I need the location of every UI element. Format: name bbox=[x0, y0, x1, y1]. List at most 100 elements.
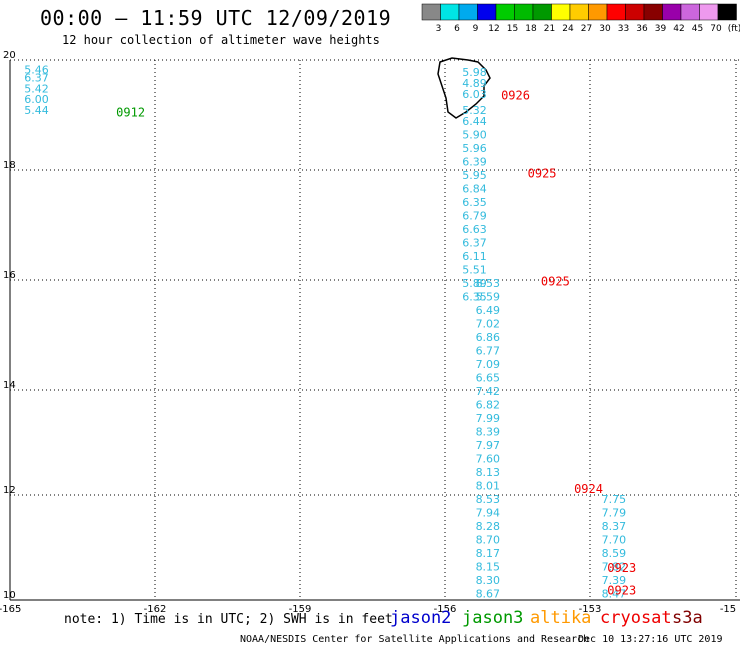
wave-height-point: 7.79 bbox=[602, 506, 627, 519]
wave-height-point: 8.13 bbox=[476, 466, 501, 479]
wave-height-point: 6.35 bbox=[462, 290, 487, 303]
pass-time-label: 0924 bbox=[574, 482, 603, 496]
y-tick-label: 10 bbox=[3, 590, 16, 601]
wave-height-point: 7.70 bbox=[602, 533, 627, 546]
color-scale-swatch bbox=[662, 3, 682, 21]
wave-height-point: 6.82 bbox=[476, 398, 501, 411]
color-scale-swatch bbox=[514, 3, 534, 21]
wave-height-point: 6.86 bbox=[476, 331, 501, 344]
x-tick-label: -15 bbox=[720, 604, 736, 615]
color-scale-label: 30 bbox=[599, 24, 611, 34]
wave-height-point: 7.94 bbox=[476, 506, 501, 519]
wave-height-point: 6.65 bbox=[476, 371, 501, 384]
wave-height-point: 6.63 bbox=[462, 223, 487, 236]
wave-height-point: 6.49 bbox=[476, 304, 501, 317]
wave-height-point: 7.99 bbox=[476, 412, 501, 425]
wave-height-point: 8.37 bbox=[602, 520, 627, 533]
color-scale-swatch bbox=[699, 3, 719, 21]
color-scale-label: 36 bbox=[636, 24, 648, 34]
wave-height-point: 7.97 bbox=[476, 439, 501, 452]
color-scale-label: 33 bbox=[618, 24, 629, 34]
pass-time-label: 0923 bbox=[607, 561, 636, 575]
y-tick-label: 14 bbox=[3, 380, 16, 391]
wave-height-point: 8.47 bbox=[602, 587, 627, 600]
color-scale-label: 3 bbox=[436, 24, 442, 34]
y-tick-label: 12 bbox=[3, 485, 16, 496]
wave-height-point: 6.00 bbox=[24, 93, 49, 106]
wave-height-point: 6.84 bbox=[462, 182, 487, 195]
wave-height-point: 7.60 bbox=[476, 452, 501, 465]
generated-timestamp: Dec 10 13:27:16 UTC 2019 bbox=[578, 634, 723, 645]
wave-height-point: 6.77 bbox=[476, 344, 501, 357]
legend-altika: altika bbox=[530, 608, 592, 628]
color-scale-swatch bbox=[477, 3, 497, 21]
color-scale-label: (ft) bbox=[728, 24, 740, 34]
pass-time-label: 0926 bbox=[501, 88, 530, 102]
wave-height-point: 7.02 bbox=[476, 317, 501, 330]
wave-height-point: 6.11 bbox=[462, 250, 487, 263]
wave-height-point: 6.35 bbox=[462, 196, 487, 209]
wave-height-point: 8.70 bbox=[476, 533, 501, 546]
pass-time-label: 0925 bbox=[528, 167, 557, 181]
y-tick-label: 18 bbox=[3, 160, 16, 171]
wave-height-point: 5.89 bbox=[462, 277, 487, 290]
color-scale-label: 6 bbox=[454, 24, 460, 34]
wave-height-point: 8.39 bbox=[476, 425, 501, 438]
wave-height-point: 8.28 bbox=[476, 520, 501, 533]
wave-height-point: 7.09 bbox=[476, 358, 501, 371]
x-tick-label: -162 bbox=[144, 604, 167, 615]
color-scale-label: 24 bbox=[562, 24, 574, 34]
wave-height-point: 5.90 bbox=[462, 128, 487, 141]
wave-height-point: 6.37 bbox=[462, 236, 487, 249]
pass-time-label: 0912 bbox=[116, 106, 145, 120]
wave-height-point: 5.42 bbox=[24, 82, 49, 95]
wave-height-point: 5.44 bbox=[24, 104, 49, 117]
color-scale-label: 39 bbox=[655, 24, 667, 34]
color-scale-swatch bbox=[421, 3, 441, 21]
wave-height-point: 6.44 bbox=[462, 115, 487, 128]
color-scale-label: 15 bbox=[507, 24, 518, 34]
wave-height-point: 4.89 bbox=[462, 77, 487, 90]
color-scale-label: 27 bbox=[581, 24, 592, 34]
y-tick-label: 20 bbox=[3, 50, 16, 61]
wave-height-point: 8.53 bbox=[476, 493, 501, 506]
wave-height-point: 8.15 bbox=[476, 560, 501, 573]
wave-height-point: 7.39 bbox=[602, 574, 627, 587]
island-outline bbox=[437, 57, 491, 119]
legend-jason3: jason3 bbox=[462, 608, 524, 628]
legend-jason2: jason2 bbox=[390, 608, 452, 628]
color-scale-swatch bbox=[625, 3, 645, 21]
color-scale-label: 12 bbox=[488, 24, 499, 34]
wave-height-point: 6.39 bbox=[462, 155, 487, 168]
pass-time-label: 0925 bbox=[541, 275, 570, 289]
legend-cryosat: cryosat bbox=[600, 608, 672, 628]
legend-s3a: s3a bbox=[672, 608, 703, 628]
wave-height-point: 5.46 bbox=[24, 64, 49, 77]
x-tick-label: -165 bbox=[0, 604, 21, 615]
color-scale-swatch bbox=[569, 3, 589, 21]
wave-height-point: 7.75 bbox=[602, 493, 627, 506]
color-scale-swatch bbox=[495, 3, 515, 21]
wave-height-point: 8.53 bbox=[476, 277, 501, 290]
color-scale-swatch bbox=[606, 3, 626, 21]
wave-height-point: 5.95 bbox=[462, 169, 487, 182]
page-title: 00:00 – 11:59 UTC 12/09/2019 bbox=[40, 6, 392, 30]
wave-height-point: 5.98 bbox=[462, 66, 487, 79]
wave-height-point: 8.30 bbox=[476, 574, 501, 587]
wave-height-point: 6.03 bbox=[462, 88, 487, 101]
color-scale-swatch bbox=[440, 3, 460, 21]
color-scale-swatch bbox=[680, 3, 700, 21]
color-scale-swatch bbox=[532, 3, 552, 21]
color-scale-swatch bbox=[717, 3, 737, 21]
wave-height-point: 6.79 bbox=[462, 209, 487, 222]
wave-height-point: 5.59 bbox=[476, 290, 501, 303]
wave-height-point: 7.82 bbox=[602, 560, 627, 573]
color-scale-label: 21 bbox=[544, 24, 555, 34]
wave-height-point: 8.59 bbox=[602, 547, 627, 560]
wave-height-point: 6.37 bbox=[24, 72, 49, 85]
wave-height-point: 7.42 bbox=[476, 385, 501, 398]
x-tick-label: -153 bbox=[579, 604, 602, 615]
wave-height-point: 8.67 bbox=[476, 587, 501, 600]
pass-time-label: 0923 bbox=[607, 584, 636, 598]
wave-height-point: 8.17 bbox=[476, 547, 501, 560]
